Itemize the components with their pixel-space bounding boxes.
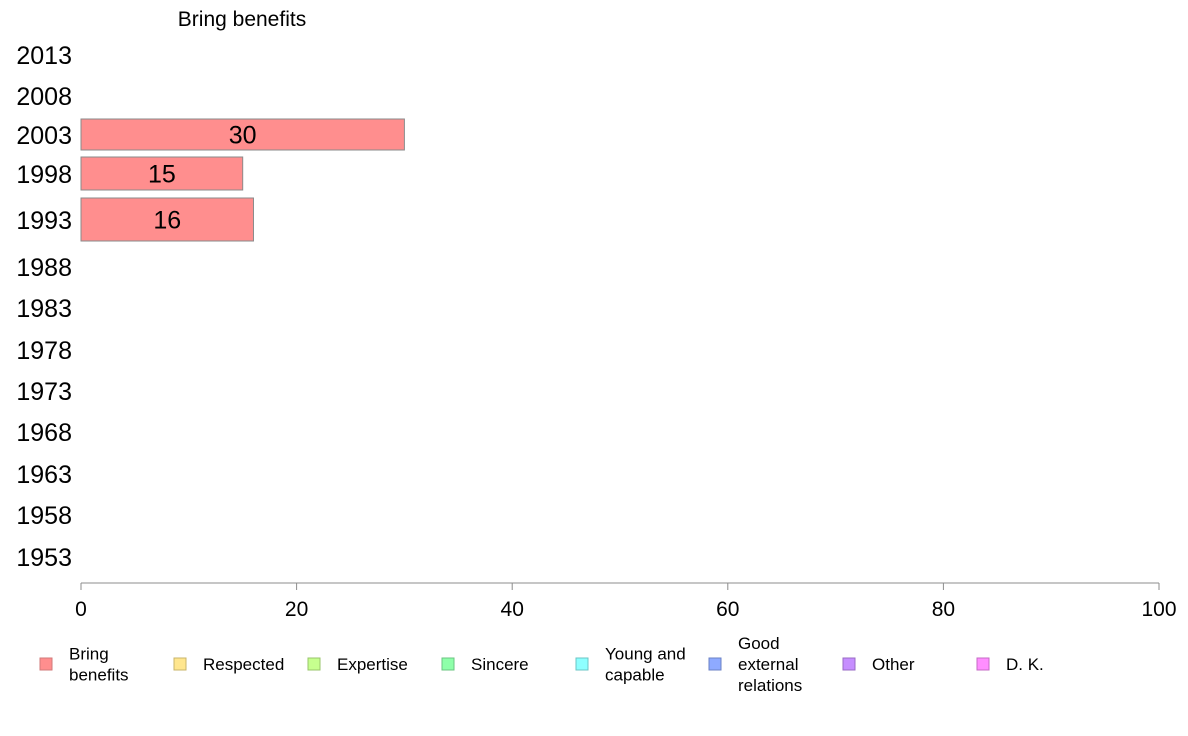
y-tick-label-1963: 1963 [16,461,72,489]
legend-swatch-6 [842,657,856,671]
y-tick-label-1953: 1953 [16,544,72,572]
legend-swatch-7 [976,657,990,671]
x-tick-label-100: 100 [1141,598,1176,621]
y-tick-label-2013: 2013 [16,42,72,70]
bar-2003 [80,118,405,151]
legend-label-7: D. K. [1006,655,1044,674]
y-tick-label-1993: 1993 [16,207,72,235]
data-label-1998: 15 [148,161,176,189]
y-tick-label-2008: 2008 [16,83,72,111]
bar-1993 [80,197,254,242]
legend-label-6: Other [872,655,915,674]
y-axis-labels: 2013 2008 2003 1998 1993 1988 1983 1978 1973 1968… [16,42,72,572]
legend-label-4: Young and capable [605,645,686,685]
legend-label-2: Expertise [337,655,408,674]
x-tick-label-40: 40 [501,598,524,621]
y-tick-label-1988: 1988 [16,254,72,282]
y-tick-label-1973: 1973 [16,378,72,406]
data-label-2003: 30 [229,122,257,150]
legend-swatch-0 [39,657,53,671]
x-tick-label-20: 20 [285,598,308,621]
bar-1998 [80,156,244,191]
y-tick-label-1958: 1958 [16,502,72,530]
legend-swatch-3 [441,657,455,671]
legend-label-1: Respected [203,655,284,674]
data-label-1993: 16 [153,207,181,235]
x-tick-label-80: 80 [932,598,955,621]
y-tick-label-1983: 1983 [16,295,72,323]
y-tick-label-1998: 1998 [16,161,72,189]
bars [80,118,405,242]
legend-label-5: Good external relations [738,634,802,695]
y-tick-label-1978: 1978 [16,337,72,365]
x-axis: 0 20 40 60 80 100 [75,582,1177,621]
x-tick-label-60: 60 [716,598,739,621]
legend-swatch-4 [575,657,589,671]
data-labels: 30 15 16 [148,122,257,235]
y-tick-label-1968: 1968 [16,419,72,447]
legend-label-0: Bring benefits [69,645,129,685]
legend-swatch-1 [173,657,187,671]
legend-swatch-2 [307,657,321,671]
legend-swatch-5 [708,657,722,671]
x-tick-label-0: 0 [75,598,87,621]
legend-label-3: Sincere [471,655,529,674]
legend: Bring benefits Respected Expertise Sincere Yo… [39,634,1044,695]
y-tick-label-2003: 2003 [16,122,72,150]
series-title: Bring benefits [178,8,306,31]
